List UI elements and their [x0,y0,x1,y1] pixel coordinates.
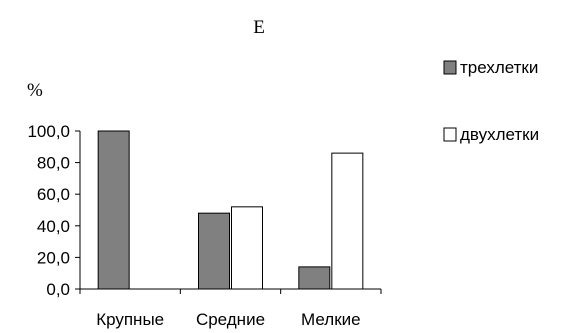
x-tick-label: Крупные [96,310,164,329]
y-tick-label: 20,0 [37,248,70,267]
y-tick-label: 60,0 [37,185,70,204]
plot-area: 0,0 20,0 40,0 60,0 80,0 100,0 Крупные Средние Ме… [27,122,382,329]
legend-swatch [443,60,457,75]
y-axis-label: % [27,80,43,101]
legend-label: двухлетки [460,125,539,144]
legend: трехлетки двухлетки [443,58,539,144]
legend-swatch [443,127,457,142]
bar-трехлетки-Мелкие [298,266,331,290]
bar-трехлетки-Крупные [97,130,130,290]
y-tick-label: 0,0 [46,280,70,299]
y-tick-label: 80,0 [37,154,70,173]
bar-двухлетки-Средние [231,206,263,290]
chart-title: Е [253,17,265,38]
x-tick-label: Мелкие [301,310,361,329]
bar-двухлетки-Мелкие [331,152,364,290]
bar-трехлетки-Средние [198,212,230,290]
y-tick-label: 100,0 [27,122,70,141]
y-tick-label: 40,0 [37,217,70,236]
legend-label: трехлетки [460,58,538,77]
x-tick-label: Средние [196,310,265,329]
